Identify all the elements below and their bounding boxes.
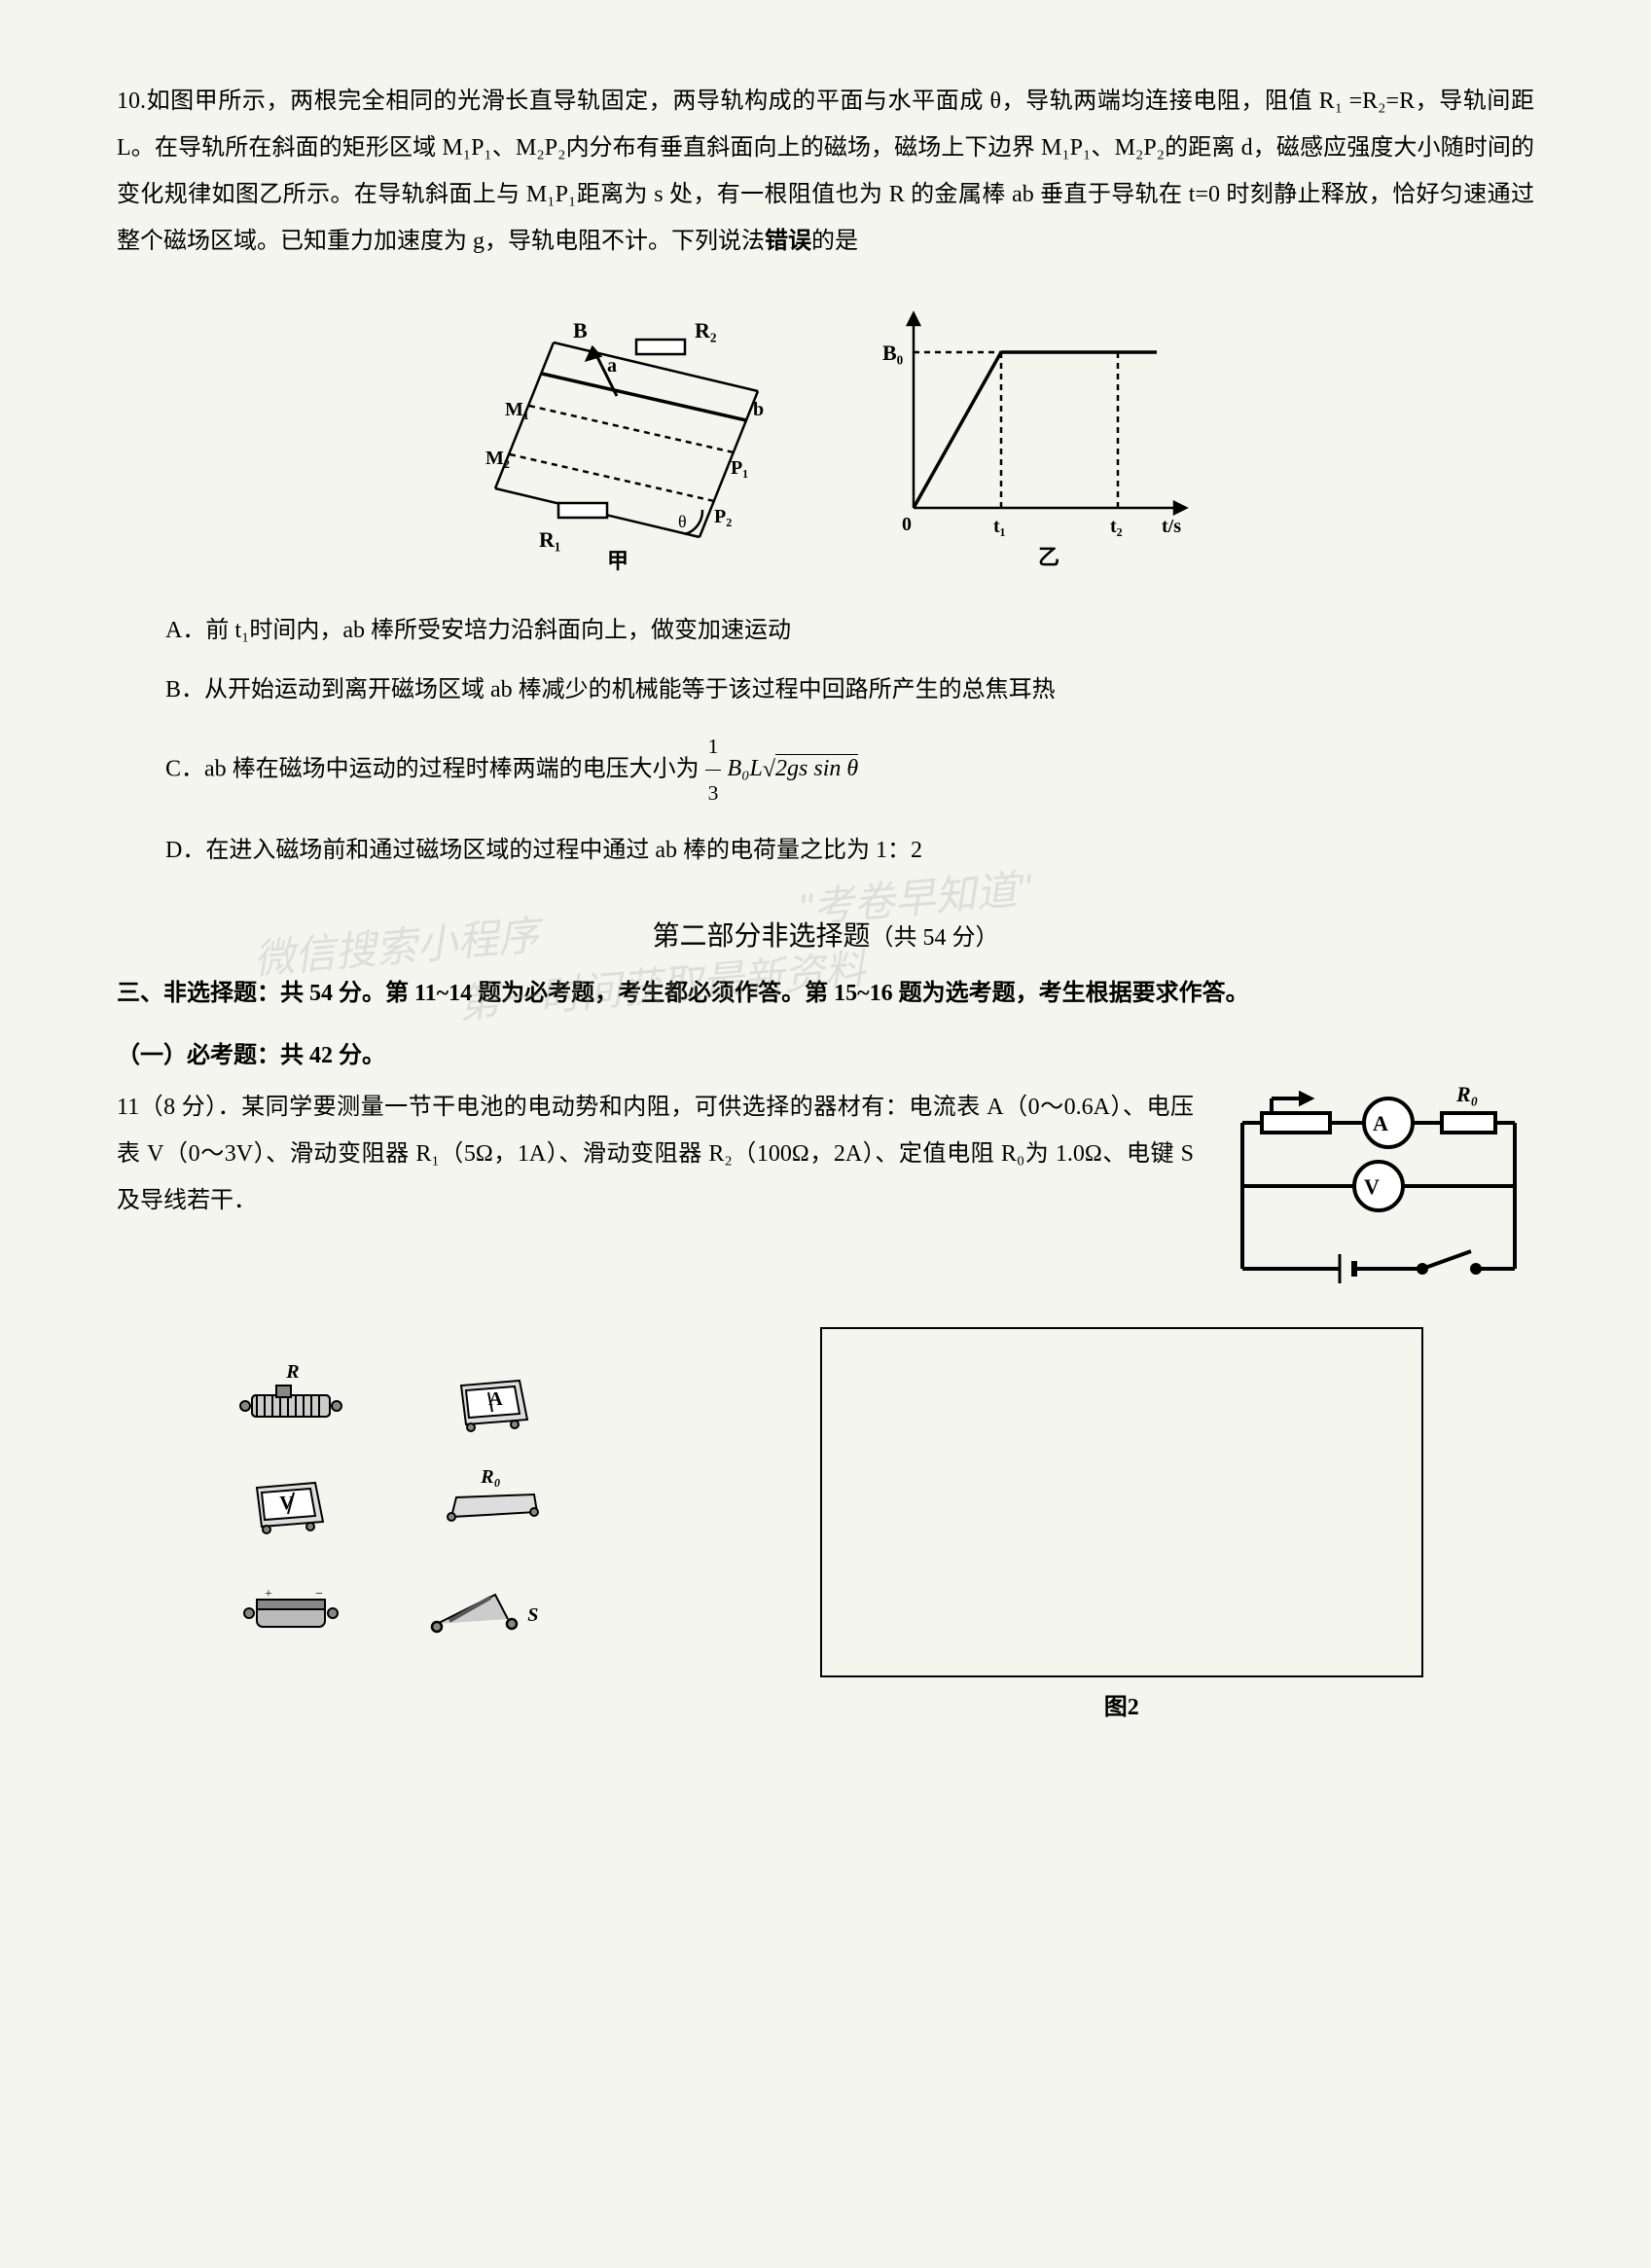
question-11: 11（8 分）．某同学要测量一节干电池的电动势和内阻，可供选择的器材有：电流表 … xyxy=(117,1084,1534,1721)
section2-points: （共 54 分） xyxy=(871,925,999,951)
caption-jia: 甲 xyxy=(607,549,628,573)
q11-circuit-diagram: A V R₀ xyxy=(1223,1084,1534,1298)
component-battery: +− xyxy=(237,1580,335,1638)
svg-text:−: − xyxy=(315,1587,323,1602)
label-M2: M₂ xyxy=(485,448,510,469)
section2-title-text: 第二部分非选择题 xyxy=(652,921,870,952)
q10-diagrams: B R₂ a b M₁ P₁ M₂ P₂ θ R₁ 甲 xyxy=(117,294,1534,576)
label-comp-S: S xyxy=(527,1604,538,1627)
q11-points: （8 分） xyxy=(139,1095,218,1120)
label-P2: P₂ xyxy=(714,506,732,527)
figure-1: R A V R₀ +− xyxy=(228,1361,597,1711)
label-comp-V: V xyxy=(279,1493,293,1515)
svg-text:+: + xyxy=(265,1587,272,1602)
q11-figures: R A V R₀ +− xyxy=(117,1327,1534,1721)
option-B: B．从开始运动到离开磁场区域 ab 棒减少的机械能等于该过程中回路所产生的总焦耳… xyxy=(165,665,1534,716)
circuit-V: V xyxy=(1364,1174,1380,1199)
option-C-formula: 13 B₀L√2gs sin θ xyxy=(705,756,858,781)
q10-end: 的是 xyxy=(811,229,858,254)
figure-1-container: R A V R₀ +− xyxy=(228,1361,597,1721)
diagram-jia: B R₂ a b M₁ P₁ M₂ P₂ θ R₁ 甲 xyxy=(427,294,787,576)
q10-text: 10.如图甲所示，两根完全相同的光滑长直导轨固定，两导轨构成的平面与水平面成 θ… xyxy=(117,78,1534,265)
label-B0: B₀ xyxy=(882,341,904,365)
option-A: A．前 t₁时间内，ab 棒所受安培力沿斜面向上，做变加速运动 xyxy=(165,605,1534,657)
label-theta: θ xyxy=(678,512,687,531)
label-comp-R: R xyxy=(286,1361,299,1384)
option-C-prefix: C．ab 棒在磁场中运动的过程时棒两端的电压大小为 xyxy=(165,756,700,781)
q10-number: 10. xyxy=(117,89,146,114)
question-10: 10.如图甲所示，两根完全相同的光滑长直导轨固定，两导轨构成的平面与水平面成 θ… xyxy=(117,78,1534,876)
label-R2: R₂ xyxy=(695,318,717,342)
q10-options: A．前 t₁时间内，ab 棒所受安培力沿斜面向上，做变加速运动 B．从开始运动到… xyxy=(117,605,1534,876)
caption-yi: 乙 xyxy=(1038,545,1059,566)
figure-2-container: 图2 xyxy=(820,1327,1423,1721)
label-comp-R0: R₀ xyxy=(481,1466,500,1489)
component-voltmeter xyxy=(247,1473,344,1531)
option-C: C．ab 棒在磁场中运动的过程时棒两端的电压大小为 13 B₀L√2gs sin… xyxy=(165,724,1534,817)
circuit-R0: R₀ xyxy=(1455,1084,1478,1106)
label-R1: R₁ xyxy=(539,527,560,552)
figure-2 xyxy=(820,1327,1423,1677)
component-switch xyxy=(422,1580,520,1638)
label-a: a xyxy=(607,355,617,377)
label-t1: t₁ xyxy=(993,516,1006,537)
label-M1: M₁ xyxy=(505,399,529,420)
label-P1: P₁ xyxy=(731,457,748,479)
q10-bold: 错误 xyxy=(765,229,811,254)
subsection-1: （一）必考题：共 42 分。 xyxy=(117,1035,1534,1069)
option-D: D．在进入磁场前和通过磁场区域的过程中通过 ab 棒的电荷量之比为 1：2 xyxy=(165,825,1534,877)
section2-title: 第二部分非选择题（共 54 分） xyxy=(117,915,1534,954)
label-B: B xyxy=(573,318,588,342)
label-O: 0 xyxy=(902,514,912,535)
component-R0 xyxy=(442,1483,539,1541)
label-t2: t₂ xyxy=(1110,516,1123,537)
section2-instruction: 三、非选择题：共 54 分。第 11~14 题为必考题，考生都必须作答。第 15… xyxy=(117,973,1534,1015)
label-ts: t/s xyxy=(1162,516,1181,537)
fig2-caption: 图2 xyxy=(820,1687,1423,1721)
q11-text: 11（8 分）．某同学要测量一节干电池的电动势和内阻，可供选择的器材有：电流表 … xyxy=(117,1084,1194,1298)
exam-page: 10.如图甲所示，两根完全相同的光滑长直导轨固定，两导轨构成的平面与水平面成 θ… xyxy=(117,78,1534,1721)
label-b: b xyxy=(753,399,764,420)
q11-number: 11 xyxy=(117,1095,139,1120)
label-comp-A: A xyxy=(488,1388,502,1411)
circuit-A: A xyxy=(1373,1111,1388,1135)
diagram-yi: B₀ 0 t₁ t₂ t/s 乙 xyxy=(865,294,1225,566)
q11-body: ．某同学要测量一节干电池的电动势和内阻，可供选择的器材有：电流表 A（0～0.6… xyxy=(117,1095,1194,1213)
